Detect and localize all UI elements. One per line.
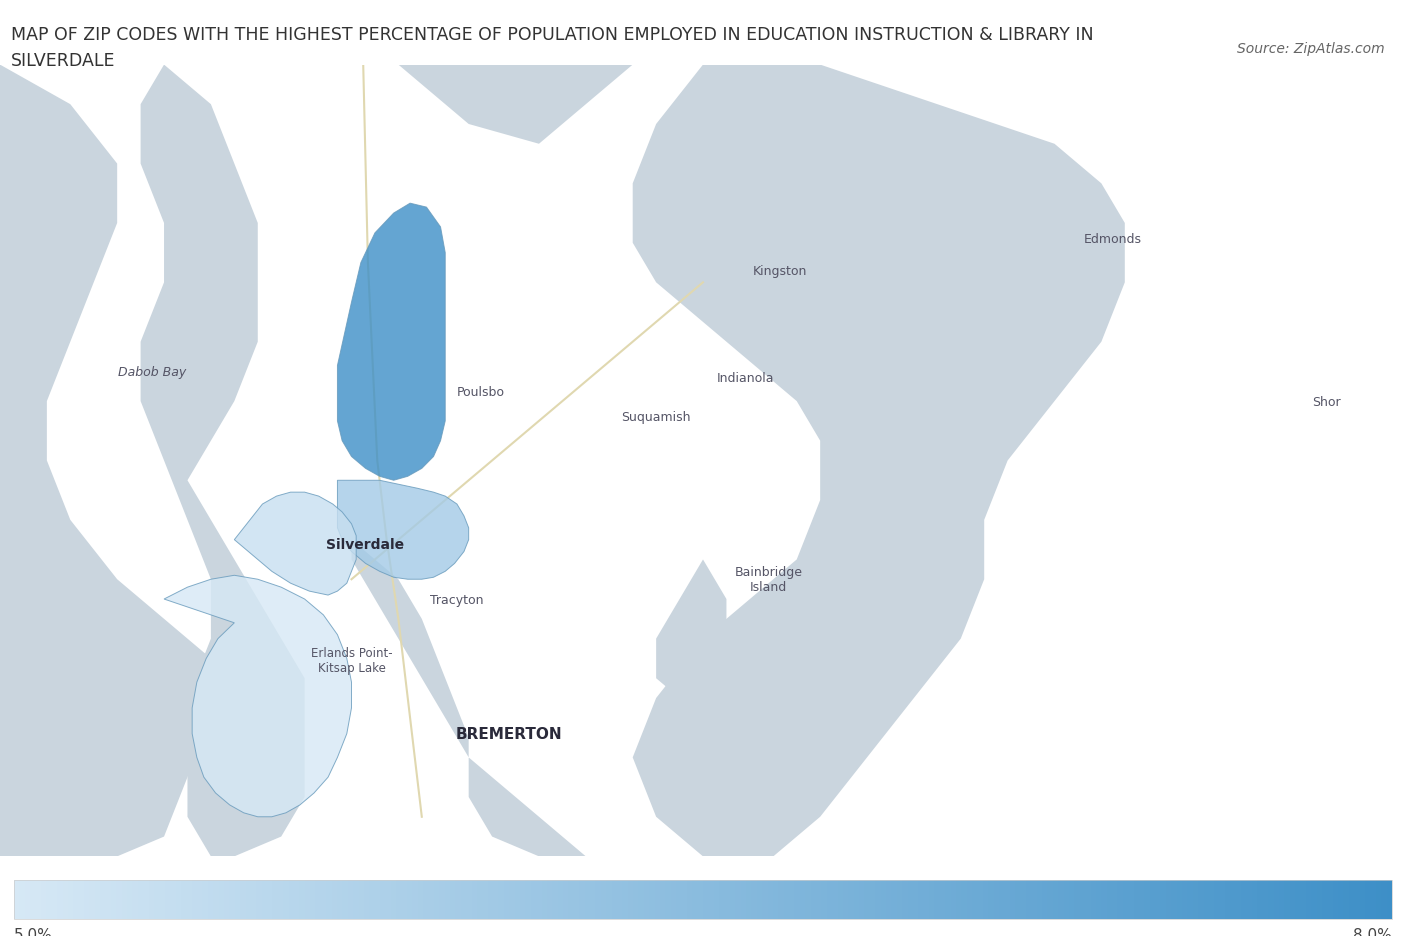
Polygon shape [633, 66, 1125, 856]
Text: Source: ZipAtlas.com: Source: ZipAtlas.com [1237, 42, 1385, 56]
Text: Silverdale: Silverdale [326, 537, 405, 551]
Text: Edmonds: Edmonds [1084, 233, 1142, 246]
Text: SILVERDALE: SILVERDALE [11, 51, 115, 69]
Text: 5.0%: 5.0% [14, 927, 53, 936]
Text: Kingston: Kingston [754, 265, 807, 278]
Text: Erlands Point-
Kitsap Lake: Erlands Point- Kitsap Lake [311, 647, 392, 675]
Polygon shape [165, 576, 352, 817]
Polygon shape [657, 560, 727, 698]
Polygon shape [337, 204, 446, 481]
Text: Bainbridge
Island: Bainbridge Island [734, 565, 803, 593]
Text: Dabob Bay: Dabob Bay [118, 366, 187, 378]
Text: Indianola: Indianola [717, 372, 773, 385]
Text: Poulsbo: Poulsbo [457, 386, 505, 398]
Polygon shape [235, 492, 356, 595]
Text: Suquamish: Suquamish [621, 411, 690, 424]
Text: Tracyton: Tracyton [430, 592, 484, 606]
Polygon shape [337, 481, 468, 579]
Text: MAP OF ZIP CODES WITH THE HIGHEST PERCENTAGE OF POPULATION EMPLOYED IN EDUCATION: MAP OF ZIP CODES WITH THE HIGHEST PERCEN… [11, 26, 1094, 44]
Polygon shape [398, 66, 633, 144]
Polygon shape [0, 66, 211, 856]
Text: 8.0%: 8.0% [1353, 927, 1392, 936]
Text: BREMERTON: BREMERTON [456, 726, 562, 741]
Polygon shape [141, 66, 305, 856]
Text: Shor: Shor [1312, 395, 1341, 408]
Polygon shape [352, 540, 586, 856]
